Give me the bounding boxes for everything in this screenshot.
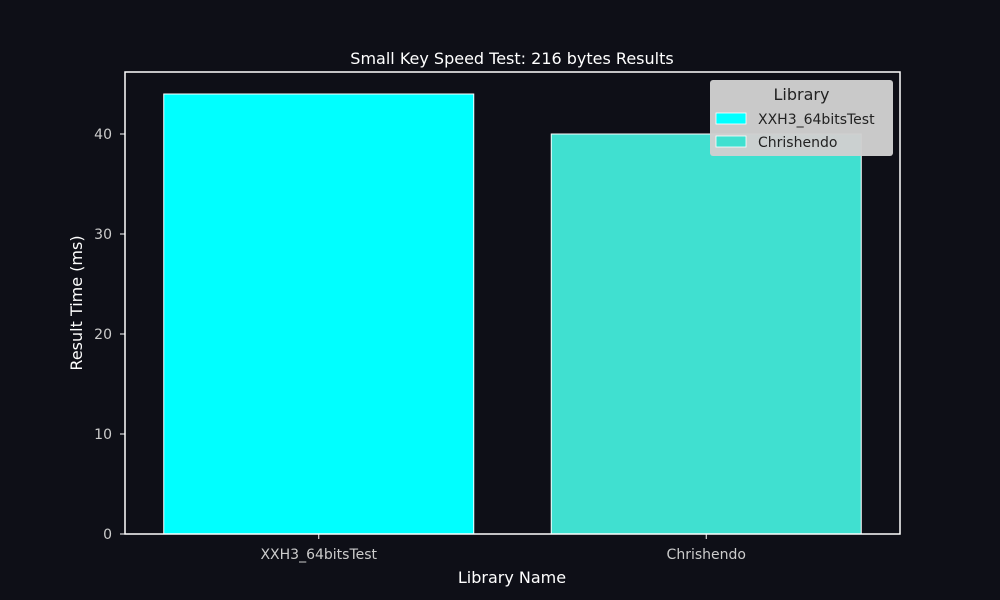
- y-tick-label: 10: [94, 427, 112, 443]
- legend-title: Library: [774, 85, 830, 104]
- plot-frame: [124, 71, 901, 535]
- y-tick-label: 30: [94, 227, 112, 243]
- legend-swatch: [715, 112, 747, 125]
- ticks-layer: XXH3_64bitsTest Chrishendo 0 10 20 30 40: [94, 127, 746, 563]
- bar-chrishendo: [550, 133, 862, 535]
- legend-entry-label: XXH3_64bitsTest: [758, 112, 875, 128]
- y-axis-label: Result Time (ms): [67, 235, 86, 370]
- bar-xxh3-64bitstest: [163, 93, 475, 535]
- y-tick-label: 0: [103, 527, 112, 543]
- legend: Library XXH3_64bitsTest Chrishendo: [710, 80, 893, 156]
- y-tick-label: 40: [94, 127, 112, 143]
- x-tick-label: XXH3_64bitsTest: [260, 547, 377, 563]
- x-tick-label: Chrishendo: [667, 547, 746, 563]
- legend-swatch: [715, 135, 747, 148]
- x-axis-label: Library Name: [458, 568, 566, 587]
- chart-title: Small Key Speed Test: 216 bytes Results: [350, 49, 673, 68]
- legend-box: [710, 80, 893, 156]
- legend-entry-label: Chrishendo: [758, 135, 837, 151]
- bars-layer: [163, 93, 862, 535]
- y-tick-label: 20: [94, 327, 112, 343]
